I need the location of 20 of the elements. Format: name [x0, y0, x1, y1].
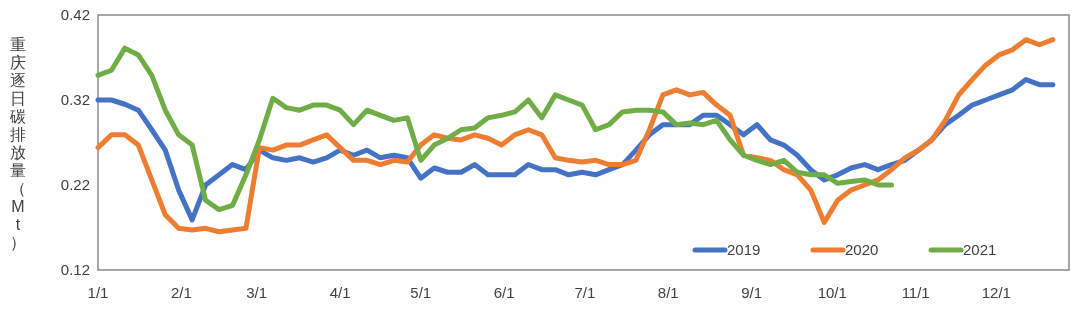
legend-label: 2020 [845, 241, 879, 258]
x-tick-label: 2/1 [170, 284, 192, 301]
x-tick-label: 11/1 [901, 284, 930, 301]
x-tick-label: 4/1 [329, 284, 351, 301]
x-tick-label: 6/1 [493, 284, 515, 301]
y-tick-label: 0.42 [60, 6, 90, 23]
x-tick-label: 7/1 [574, 284, 596, 301]
x-tick-label: 12/1 [981, 284, 1011, 301]
x-tick-label: 1/1 [87, 284, 109, 301]
x-tick-label: 9/1 [741, 284, 763, 301]
legend-label: 2019 [727, 241, 761, 258]
y-tick-label: 0.12 [60, 261, 90, 278]
x-tick-label: 10/1 [817, 284, 847, 301]
x-tick-label: 8/1 [657, 284, 679, 301]
y-tick-label: 0.32 [60, 91, 90, 108]
y-tick-label: 0.22 [60, 176, 90, 193]
legend-label: 2021 [963, 241, 997, 258]
x-tick-label: 5/1 [410, 284, 432, 301]
text: 重庆逐日碳排放量（Mt） [10, 35, 26, 251]
x-tick-label: 3/1 [246, 284, 268, 301]
